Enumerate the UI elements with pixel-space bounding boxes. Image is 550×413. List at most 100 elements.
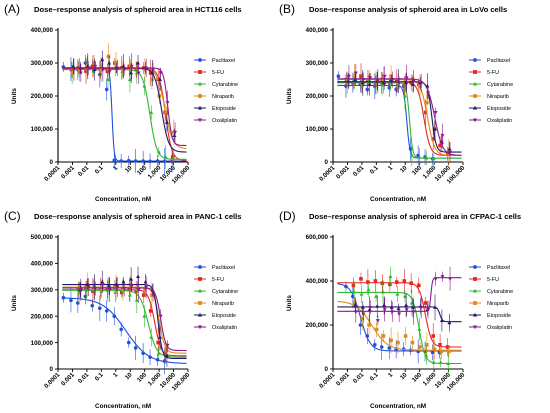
data-point: [100, 279, 105, 284]
legend-marker: [197, 312, 203, 317]
series-niraparib: [337, 298, 462, 360]
data-point: [346, 74, 351, 79]
y-axis-label: Units: [11, 295, 18, 311]
y-tick-label: 600,000: [306, 234, 329, 241]
chart-panel-a: (A) Dose–response analysis of spheroid ar…: [0, 0, 275, 206]
data-point: [352, 289, 357, 294]
x-tick-label: 0.001: [60, 371, 76, 387]
legend-label: Paclitaxel: [487, 58, 510, 64]
x-tick-label: 0.0001: [43, 164, 62, 183]
data-point: [425, 100, 429, 105]
legend-marker: [198, 301, 202, 305]
data-point: [133, 346, 138, 350]
legend-label: Niraparib: [212, 94, 234, 100]
data-point: [104, 87, 109, 92]
data-point: [388, 282, 392, 287]
data-point: [411, 79, 416, 84]
data-point: [91, 64, 95, 69]
data-point: [141, 351, 145, 355]
x-axis-label: Concentration, nM: [95, 196, 151, 203]
data-point: [397, 312, 402, 317]
data-point: [375, 79, 380, 84]
data-point: [360, 316, 364, 321]
data-point: [448, 150, 453, 155]
x-tick-label: 1: [387, 371, 395, 379]
legend-marker: [472, 288, 478, 293]
legend-label: Niraparib: [212, 301, 234, 307]
y-tick-label: 500,000: [31, 234, 54, 241]
legend-marker: [472, 81, 478, 86]
chart-svg: (B) Dose–response analysis of spheroid ar…: [279, 2, 513, 203]
x-tick-label: 0.1: [94, 164, 105, 175]
data-point: [359, 74, 363, 78]
data-point: [85, 282, 90, 286]
data-point: [136, 274, 140, 279]
y-axis-label: Units: [11, 88, 18, 104]
data-point: [368, 76, 373, 81]
data-point: [86, 285, 91, 290]
x-tick-label: 1: [112, 371, 120, 379]
data-point: [382, 74, 387, 79]
data-point: [404, 303, 409, 307]
x-tick-label: 0.001: [335, 164, 351, 180]
data-point: [115, 285, 120, 290]
series-5-fu: [337, 269, 462, 356]
y-tick-label: 100,000: [306, 126, 329, 133]
data-point: [83, 294, 88, 299]
data-point: [173, 130, 178, 135]
legend-label: 5-FU: [487, 277, 499, 283]
legend-label: Oxaliplatin: [212, 118, 237, 124]
data-point: [105, 77, 110, 81]
data-point: [141, 293, 146, 297]
data-point: [164, 120, 169, 124]
data-point: [417, 154, 422, 159]
data-point: [143, 67, 147, 72]
y-tick-label: 0: [50, 159, 54, 166]
data-point: [423, 301, 428, 305]
series-oxaliplatin: [62, 276, 187, 352]
data-point: [344, 284, 348, 289]
x-tick-label: 0.001: [335, 371, 351, 387]
data-point: [121, 64, 126, 68]
chart-title: Dose–response analysis of spheroid area …: [34, 212, 242, 221]
y-tick-label: 400,000: [306, 278, 329, 285]
data-point: [61, 295, 66, 300]
data-point: [128, 64, 133, 69]
data-point: [409, 153, 414, 157]
data-point: [402, 93, 407, 98]
y-tick-label: 100,000: [31, 340, 54, 347]
legend-marker: [198, 58, 202, 62]
x-tick-label: 1: [387, 164, 395, 172]
data-point: [361, 312, 366, 317]
data-point: [382, 303, 387, 307]
data-point: [375, 319, 380, 323]
data-point: [150, 287, 155, 292]
data-point: [107, 60, 112, 65]
y-tick-label: 200,000: [31, 93, 54, 100]
data-point: [163, 154, 168, 159]
legend-label: Paclitaxel: [212, 58, 235, 64]
data-point: [134, 289, 139, 293]
data-point: [394, 280, 399, 284]
data-point: [84, 69, 88, 74]
data-point: [77, 285, 82, 289]
x-tick-label: 10: [124, 164, 134, 174]
legend-label: 5-FU: [487, 70, 499, 76]
data-point: [148, 355, 152, 359]
y-axis-label: Units: [286, 295, 293, 311]
data-point: [164, 353, 169, 358]
data-point: [119, 159, 123, 163]
chart-svg: (C) Dose–response analysis of spheroid ar…: [4, 209, 242, 410]
legend-label: 5-FU: [212, 277, 224, 283]
data-point: [144, 285, 149, 290]
data-point: [418, 84, 422, 88]
fit-curve: [62, 69, 187, 160]
data-point: [447, 146, 452, 151]
data-point: [345, 77, 350, 82]
data-point: [143, 288, 147, 292]
x-tick-label: 0.001: [60, 164, 76, 180]
data-point: [373, 279, 378, 283]
data-point: [419, 81, 424, 85]
legend-marker: [197, 81, 203, 86]
data-point: [99, 288, 104, 292]
